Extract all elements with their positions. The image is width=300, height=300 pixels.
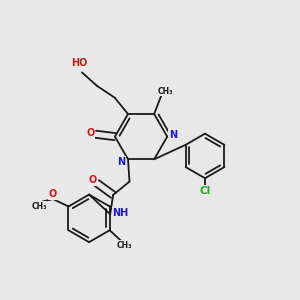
Text: N: N [117, 157, 125, 167]
Text: NH: NH [112, 208, 129, 218]
Text: N: N [169, 130, 177, 140]
Text: CH₃: CH₃ [116, 241, 132, 250]
Text: O: O [48, 189, 57, 199]
Text: CH₃: CH₃ [31, 202, 47, 211]
Text: Cl: Cl [200, 186, 211, 196]
Text: HO: HO [71, 58, 87, 68]
Text: O: O [88, 175, 97, 185]
Text: CH₃: CH₃ [158, 87, 173, 96]
Text: O: O [86, 128, 94, 138]
